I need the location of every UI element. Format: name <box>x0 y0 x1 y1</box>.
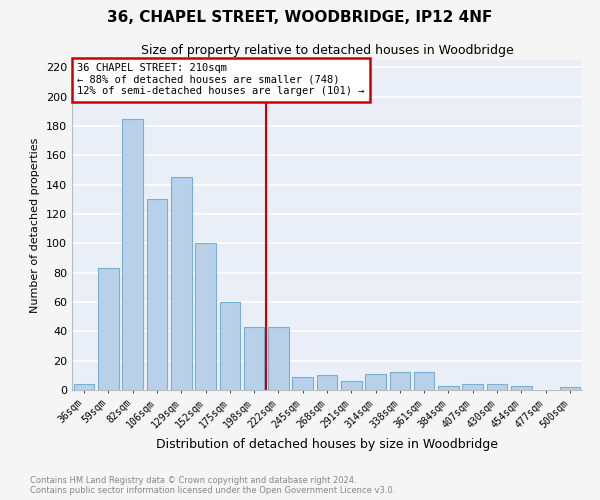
Bar <box>146 200 167 390</box>
Bar <box>438 386 459 390</box>
X-axis label: Distribution of detached houses by size in Woodbridge: Distribution of detached houses by size … <box>156 438 498 451</box>
Bar <box>341 381 362 390</box>
Bar <box>268 327 289 390</box>
Bar <box>560 387 580 390</box>
Bar <box>122 118 143 390</box>
Bar <box>171 178 191 390</box>
Title: Size of property relative to detached houses in Woodbridge: Size of property relative to detached ho… <box>140 44 514 58</box>
Text: Contains HM Land Registry data © Crown copyright and database right 2024.
Contai: Contains HM Land Registry data © Crown c… <box>30 476 395 495</box>
Bar <box>487 384 508 390</box>
Bar <box>414 372 434 390</box>
Bar <box>317 376 337 390</box>
Bar <box>98 268 119 390</box>
Bar <box>389 372 410 390</box>
Text: 36, CHAPEL STREET, WOODBRIDGE, IP12 4NF: 36, CHAPEL STREET, WOODBRIDGE, IP12 4NF <box>107 10 493 25</box>
Bar <box>292 377 313 390</box>
Bar <box>463 384 483 390</box>
Text: 36 CHAPEL STREET: 210sqm
← 88% of detached houses are smaller (748)
12% of semi-: 36 CHAPEL STREET: 210sqm ← 88% of detach… <box>77 64 365 96</box>
Bar <box>244 327 265 390</box>
Y-axis label: Number of detached properties: Number of detached properties <box>31 138 40 312</box>
Bar <box>511 386 532 390</box>
Bar <box>74 384 94 390</box>
Bar <box>195 244 216 390</box>
Bar <box>220 302 240 390</box>
Bar <box>365 374 386 390</box>
